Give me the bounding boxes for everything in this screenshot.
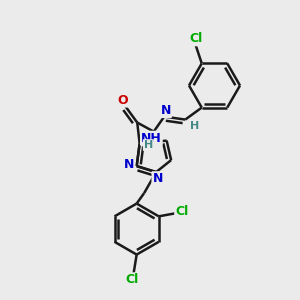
Text: Cl: Cl: [189, 32, 202, 45]
Text: O: O: [117, 94, 128, 106]
Text: H: H: [144, 140, 153, 150]
Text: Cl: Cl: [125, 273, 139, 286]
Text: N: N: [160, 104, 171, 117]
Text: Cl: Cl: [175, 205, 188, 218]
Text: NH: NH: [141, 132, 162, 145]
Text: N: N: [152, 172, 163, 185]
Text: N: N: [124, 158, 134, 171]
Text: H: H: [190, 121, 199, 131]
